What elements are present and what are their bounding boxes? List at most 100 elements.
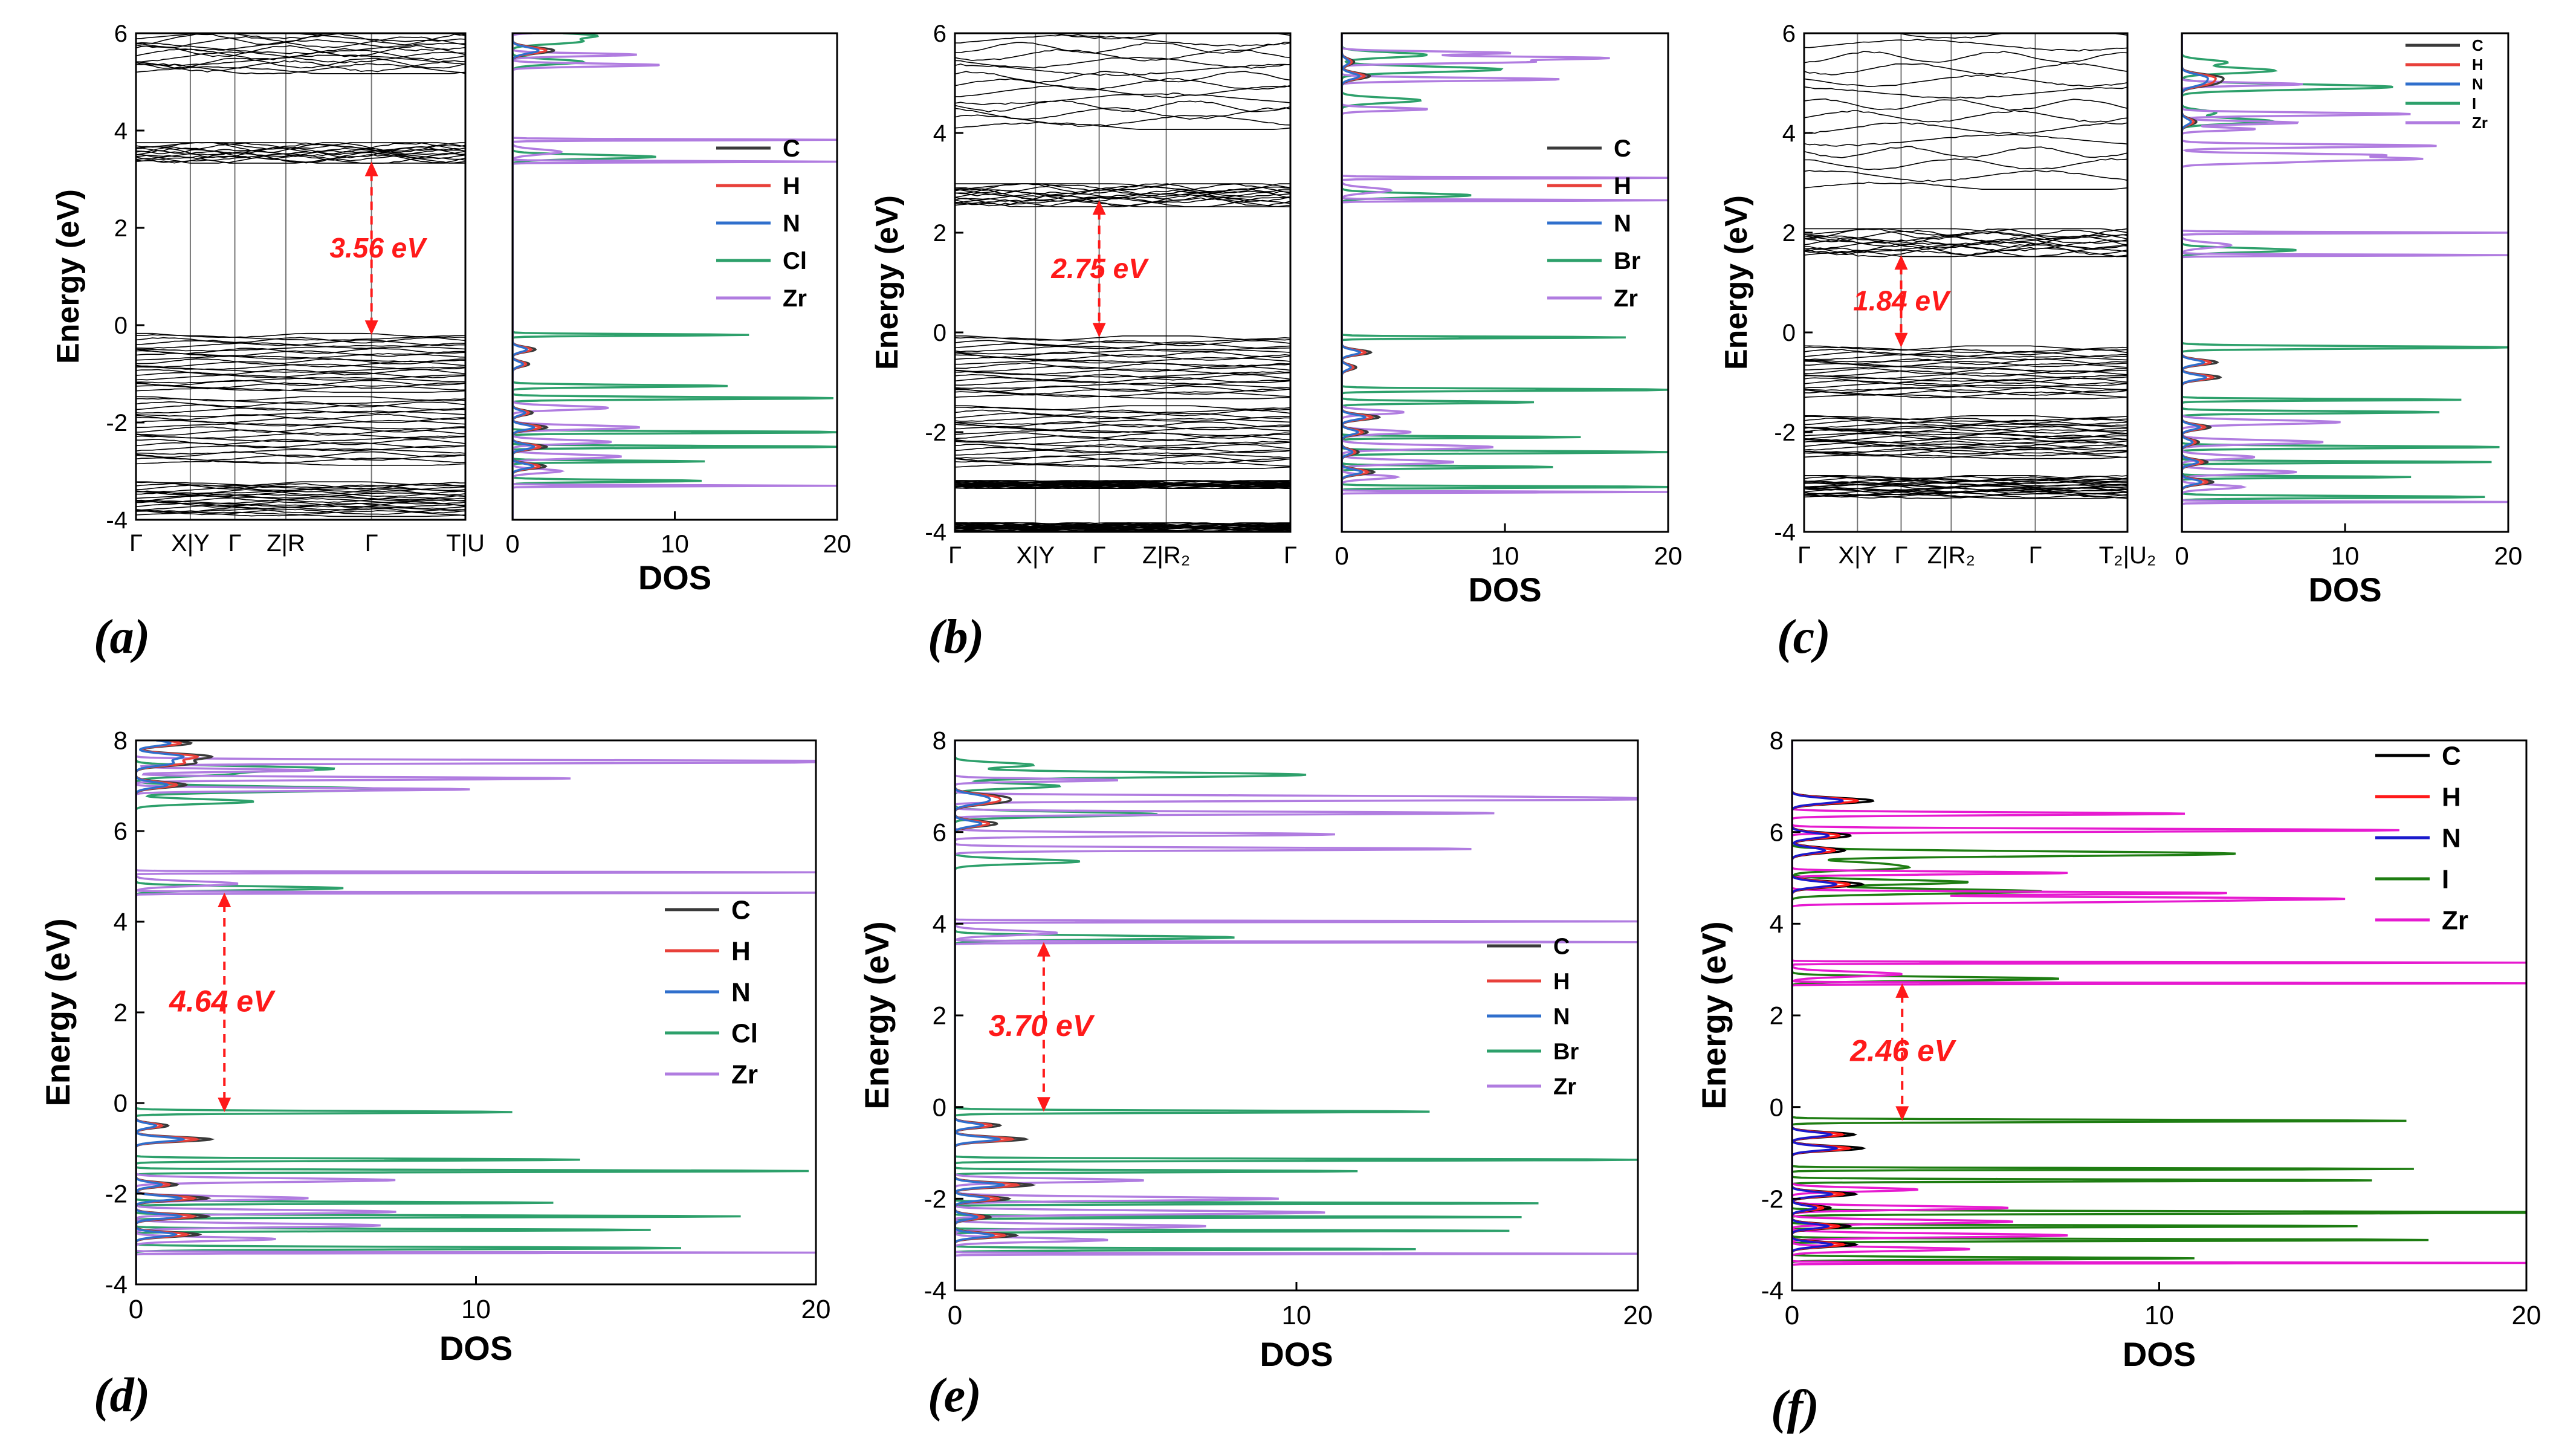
band-line — [955, 429, 1290, 436]
kpoint-label: Z|R₂ — [1927, 542, 1975, 569]
band-line — [136, 423, 465, 430]
panel-label: (f) — [1771, 1381, 1819, 1434]
band-line — [955, 388, 1290, 395]
band-line — [136, 487, 465, 494]
band-line — [955, 92, 1290, 106]
band-line — [136, 36, 465, 48]
legend-label-H: H — [783, 173, 800, 199]
band-line — [955, 461, 1290, 468]
legend-label-Br: Br — [1553, 1039, 1579, 1064]
band-line — [136, 407, 465, 414]
y-axis-label: Energy (eV) — [51, 189, 86, 364]
legend-label-Zr: Zr — [2472, 114, 2488, 132]
band-line — [1804, 122, 2127, 135]
panel-label: (b) — [928, 610, 984, 664]
band-frame — [1803, 32, 2129, 533]
band-line — [1804, 475, 2127, 480]
legend-label-Zr: Zr — [1614, 285, 1638, 312]
band-line — [1804, 346, 2127, 354]
gap-arrow-head-down — [1037, 1097, 1050, 1112]
x-tick-label: 10 — [1491, 542, 1519, 570]
band-line — [1804, 450, 2127, 457]
x-tick-label: 0 — [1334, 542, 1348, 570]
y-tick-label: -2 — [1774, 419, 1796, 446]
band-line — [1804, 98, 2127, 111]
band-line — [136, 493, 465, 500]
legend-label-H: H — [2442, 782, 2461, 812]
gap-arrow-head-down — [1894, 332, 1908, 348]
band-line — [136, 486, 465, 493]
band-line — [1804, 389, 2127, 396]
gap-arrow-head-down — [218, 1098, 231, 1112]
y-axis-label: Energy (eV) — [858, 921, 896, 1109]
panel-e: 0 10 20 DOS CHN Br Zr -4 -2 0 2 4 6 8 Energy (eV) 3.70 … — [858, 726, 1652, 1422]
band-line — [1804, 433, 2127, 440]
band-line — [1804, 170, 2127, 183]
band-line — [955, 351, 1290, 358]
y-tick-label: 0 — [1782, 320, 1796, 346]
band-line — [1804, 86, 2127, 99]
band-line — [955, 343, 1290, 350]
band-line — [955, 424, 1290, 431]
band-line — [136, 352, 465, 360]
gap-arrow-head-down — [1092, 323, 1106, 338]
band-line — [1804, 427, 2127, 434]
legend-label-N: N — [1553, 1004, 1570, 1029]
y-tick-label: 6 — [933, 818, 946, 846]
band-line — [136, 454, 465, 461]
band-line — [136, 496, 465, 503]
band-line — [955, 421, 1290, 428]
band-lines — [136, 33, 465, 520]
y-tick-label: 0 — [114, 312, 128, 339]
x-tick-label: 0 — [948, 1301, 962, 1330]
band-line — [955, 197, 1290, 207]
gap-arrow-head-down — [1895, 1106, 1909, 1121]
band-line — [955, 377, 1290, 384]
band-line — [955, 522, 1290, 528]
kpoint-label: Z|R — [267, 530, 305, 557]
x-tick-label: 0 — [129, 1295, 143, 1324]
band-line — [955, 183, 1290, 193]
band-line — [955, 438, 1290, 445]
y-tick-label: -4 — [925, 519, 946, 546]
legend-label-C: C — [1614, 135, 1631, 162]
band-line — [136, 384, 465, 392]
x-tick-label: 20 — [2512, 1301, 2541, 1330]
gap-label: 1.84 eV — [1853, 285, 1951, 316]
gap-arrow-head-down — [364, 320, 378, 335]
band-line — [136, 413, 465, 421]
x-axis-label: DOS — [439, 1329, 513, 1367]
y-tick-label: 6 — [1782, 21, 1796, 47]
band-lines — [955, 33, 1290, 532]
legend-label-H: H — [1614, 173, 1631, 199]
x-axis-label: DOS — [1468, 571, 1541, 609]
panel-a: -4 -2 0 2 4 6 Γ X|Y Γ Z|R Γ T|U Energy (eV) 3.56 eV 0 1… — [51, 21, 851, 664]
x-tick-label: 0 — [2175, 542, 2189, 570]
band-line — [955, 412, 1290, 419]
x-tick-label: 20 — [2494, 542, 2523, 570]
panel-label: (c) — [1777, 610, 1831, 664]
band-line — [955, 446, 1290, 454]
gap-arrow-head-up — [1894, 255, 1908, 270]
kpoint-label: Γ — [948, 542, 962, 569]
band-line — [955, 360, 1290, 367]
x-tick-label: 0 — [505, 529, 519, 558]
y-tick-label: 8 — [1770, 726, 1784, 755]
x-tick-label: 10 — [2331, 542, 2360, 570]
dos-curve-C — [1792, 740, 1875, 1290]
y-tick-label: -2 — [1761, 1185, 1784, 1213]
legend-label-H: H — [731, 936, 751, 966]
band-line — [1804, 229, 2127, 242]
legend-label-Cl: Cl — [783, 248, 807, 274]
band-line — [136, 142, 465, 155]
y-axis-label: Energy (eV) — [1695, 921, 1733, 1109]
band-line — [136, 380, 465, 386]
y-tick-label: 2 — [114, 215, 128, 242]
band-line — [1804, 476, 2127, 484]
band-line — [136, 348, 465, 355]
dos-curve-Zr — [1792, 740, 2526, 1290]
band-line — [955, 480, 1290, 486]
band-line — [136, 144, 465, 157]
dos-curves — [1342, 33, 1668, 532]
band-line — [955, 426, 1290, 433]
